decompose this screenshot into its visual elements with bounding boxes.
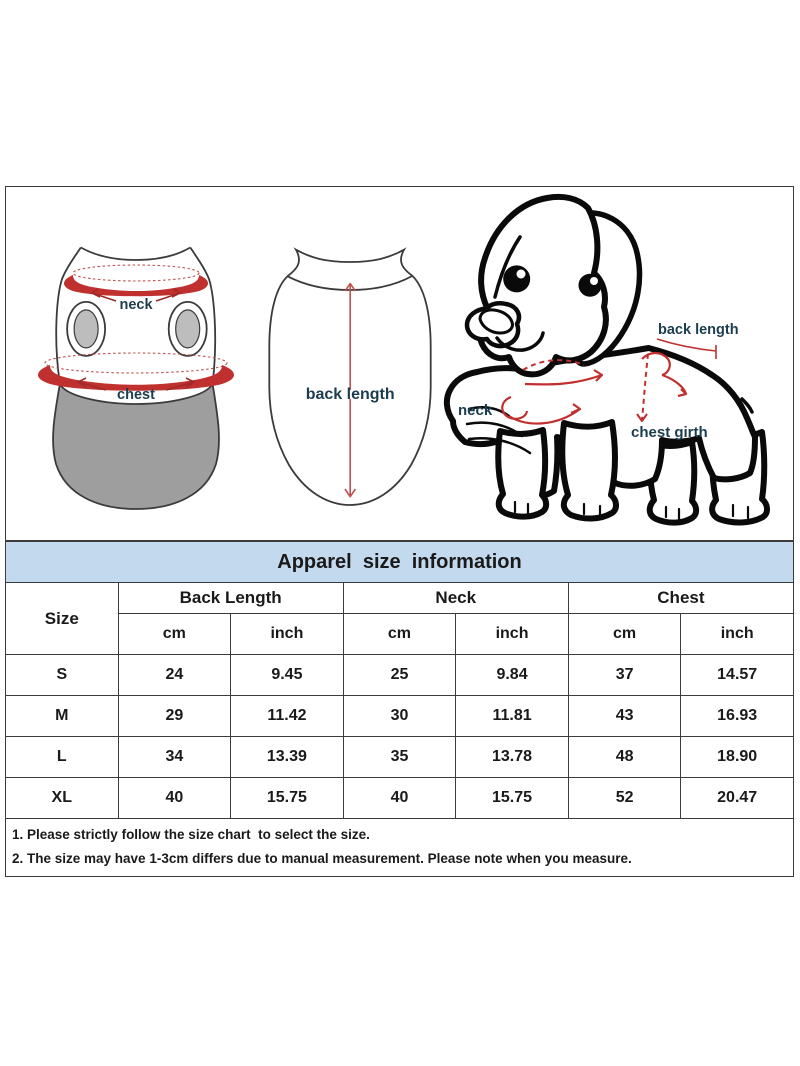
- svg-text:chest girth: chest girth: [631, 424, 708, 441]
- svg-text:neck: neck: [458, 402, 493, 419]
- svg-text:back length: back length: [306, 386, 395, 403]
- svg-text:chest: chest: [117, 387, 155, 403]
- svg-text:neck: neck: [119, 297, 153, 313]
- svg-text:back length: back length: [658, 322, 739, 338]
